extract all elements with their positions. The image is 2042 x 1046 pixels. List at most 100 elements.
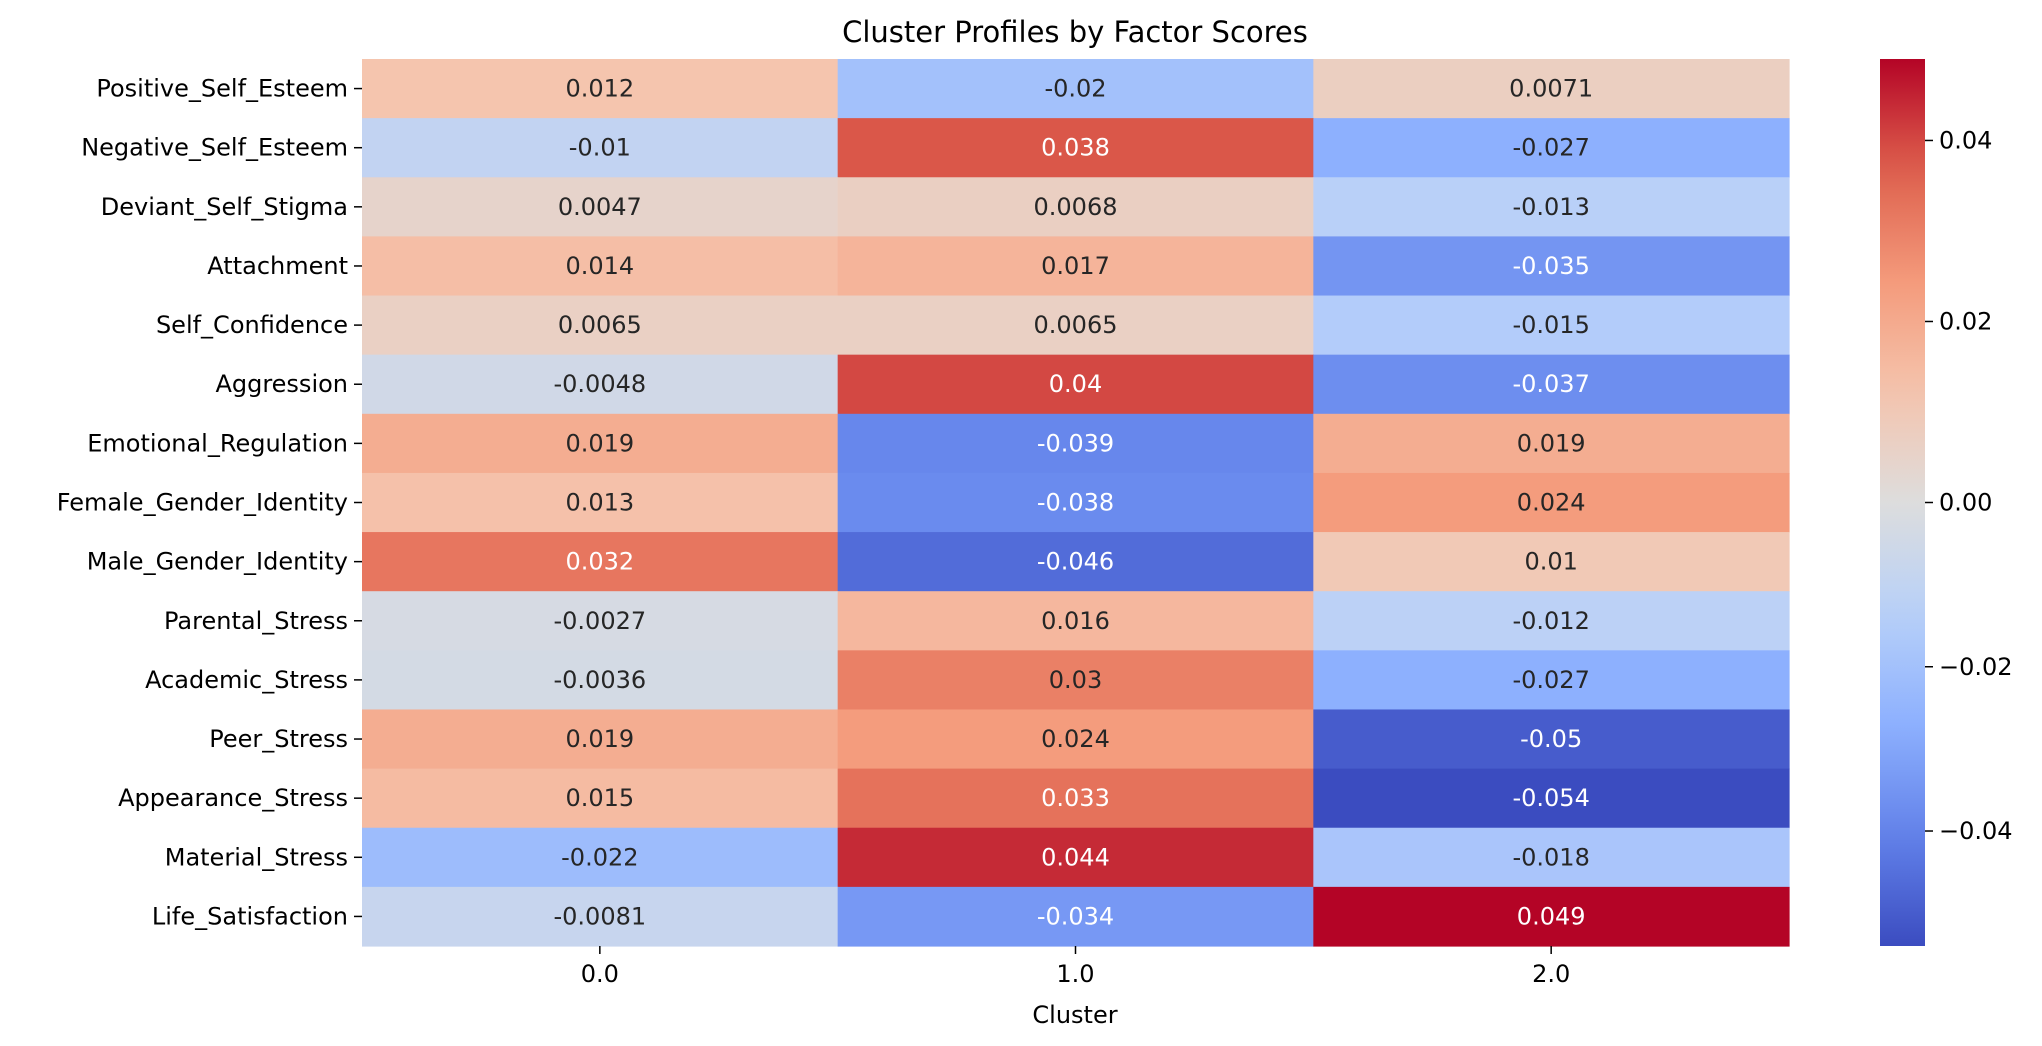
x-axis-title: Cluster [1032,1001,1117,1029]
colorbar-gradient [1880,59,1925,946]
heatmap-cell-value: -0.01 [569,134,631,162]
heatmap-cell-value: -0.022 [561,843,638,871]
heatmap-cell-value: 0.019 [1517,429,1586,457]
heatmap-cell [837,768,1314,829]
heatmap-cell [1313,532,1790,592]
row-label: Emotional_Regulation [87,429,348,457]
heatmap-cell [837,886,1314,947]
heatmap-cell-value: -0.037 [1512,370,1589,398]
heatmap-cell [362,118,839,178]
row-labels: Positive_Self_Esteem Negative_Self_Esteem… [57,75,362,930]
heatmap-cell [362,354,839,415]
colorbar-ticks: 0.04 0.02 0.00 −0.02 −0.04 [1925,126,2013,845]
heatmap-cell-value: -0.0036 [554,666,647,694]
heatmap-cell-value: 0.0065 [1034,311,1118,339]
heatmap-cell [1313,827,1790,888]
heatmap-cell [1313,591,1790,651]
row-label: Negative_Self_Esteem [81,134,348,162]
heatmap-cell-value: -0.012 [1512,607,1589,635]
row-label: Attachment [207,252,348,280]
heatmap-cell-value: 0.014 [565,252,634,280]
heatmap-cell-value: 0.016 [1041,607,1110,635]
row-label: Self_Confidence [156,311,348,339]
heatmap-cell [1313,709,1790,770]
heatmap-cell [837,591,1314,651]
heatmap-cell-value: 0.0068 [1034,193,1118,221]
heatmap-cell [1313,236,1790,297]
heatmap-cell-value: 0.049 [1517,902,1586,930]
row-label: Aggression [215,370,348,398]
heatmap-cell [362,472,839,533]
heatmap-cell [837,413,1314,474]
heatmap-cell-value: 0.033 [1041,784,1110,812]
heatmap-cell [837,295,1314,356]
heatmap-cell-value: -0.027 [1512,666,1589,694]
colorbar-tick-label: −0.04 [1939,817,2013,845]
row-label: Peer_Stress [209,725,348,753]
heatmap-cell [362,236,839,297]
colorbar-tick-label: 0.00 [1939,489,1992,517]
heatmap-cell-value: 0.0047 [558,193,642,221]
heatmap-cell-value: 0.04 [1049,370,1102,398]
heatmap-cell [1313,472,1790,533]
heatmap-cell-value: -0.034 [1037,902,1114,930]
heatmap-cell-value: 0.024 [1517,489,1586,517]
heatmap-cell [362,413,839,474]
heatmap-cell [837,354,1314,415]
heatmap-cell [362,709,839,770]
heatmap-cell-value: 0.01 [1524,548,1577,576]
heatmap-cell [837,118,1314,178]
heatmap-cell-value: 0.032 [565,548,634,576]
heatmap-cell [837,709,1314,770]
heatmap-cell [1313,354,1790,415]
heatmap-cell [1313,59,1790,119]
row-label: Life_Satisfaction [152,902,348,930]
heatmap-cell [362,295,839,356]
colorbar-tick-label: 0.04 [1939,126,1992,154]
heatmap-cell-value: 0.0065 [558,311,642,339]
column-label: 2.0 [1532,960,1570,988]
row-label: Male_Gender_Identity [87,548,348,576]
row-label: Appearance_Stress [118,784,348,812]
heatmap-cell [362,827,839,888]
heatmap-cell-value: 0.017 [1041,252,1110,280]
heatmap-cell [837,650,1314,711]
heatmap-cell-value: 0.013 [565,489,634,517]
heatmap-cell-value: -0.0027 [554,607,647,635]
heatmap-cell [362,650,839,711]
heatmap-cell-value: 0.03 [1049,666,1102,694]
heatmap-cell [837,472,1314,533]
column-labels: 0.0 1.0 2.0 [581,946,1570,988]
heatmap-cell [1313,768,1790,829]
heatmap-cell-value: -0.054 [1512,784,1589,812]
heatmap-cell [362,886,839,947]
column-label: 0.0 [581,960,619,988]
row-label: Female_Gender_Identity [57,489,348,517]
row-label: Deviant_Self_Stigma [101,193,348,221]
heatmap-cell [1313,177,1790,237]
heatmap-cell [837,532,1314,592]
heatmap-cell [837,827,1314,888]
heatmap-cell [362,59,839,119]
heatmap-cell-value: -0.046 [1037,548,1114,576]
heatmap-cell-value: 0.0071 [1509,75,1593,103]
heatmap-cell [1313,295,1790,356]
heatmap-cell-value: 0.038 [1041,134,1110,162]
heatmap-cells [362,59,1790,947]
heatmap-cell-value: -0.035 [1512,252,1589,280]
heatmap-cell [362,768,839,829]
heatmap-cell [1313,650,1790,711]
heatmap-cell-value: -0.015 [1512,311,1589,339]
heatmap-cell-value: -0.018 [1512,843,1589,871]
heatmap-cell [837,177,1314,237]
heatmap-cell [362,177,839,237]
heatmap-cell [362,591,839,651]
heatmap-cell-value: -0.02 [1044,75,1106,103]
heatmap-cell-value: -0.039 [1037,429,1114,457]
heatmap-cell-value: 0.019 [565,725,634,753]
heatmap-cell-value: -0.0081 [554,902,647,930]
heatmap-cell-value: 0.024 [1041,725,1110,753]
column-label: 1.0 [1056,960,1094,988]
heatmap-cell [1313,118,1790,178]
